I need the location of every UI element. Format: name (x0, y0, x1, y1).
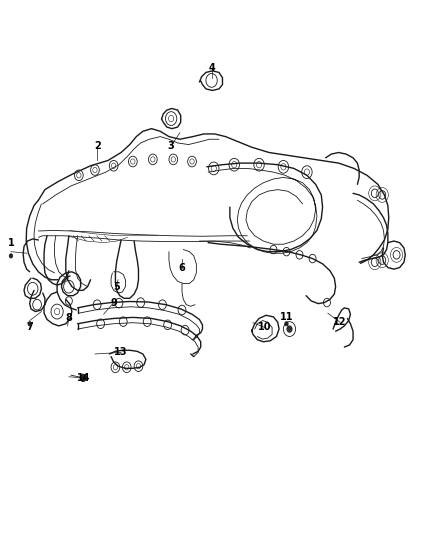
Text: 4: 4 (209, 63, 216, 72)
Text: 10: 10 (258, 322, 272, 333)
Text: 3: 3 (168, 141, 174, 151)
Text: 12: 12 (333, 317, 347, 327)
Circle shape (285, 321, 288, 326)
Circle shape (28, 321, 32, 326)
Text: 8: 8 (65, 313, 72, 324)
Circle shape (287, 326, 292, 332)
Text: 7: 7 (26, 321, 33, 332)
Text: 5: 5 (113, 281, 120, 292)
Text: 13: 13 (114, 348, 128, 358)
Text: 2: 2 (94, 141, 100, 151)
Circle shape (80, 374, 86, 382)
Text: 9: 9 (110, 297, 117, 308)
Text: 6: 6 (179, 263, 185, 272)
Text: 14: 14 (77, 373, 90, 383)
Text: 11: 11 (280, 312, 293, 321)
Circle shape (9, 254, 13, 258)
Text: 1: 1 (7, 238, 14, 248)
